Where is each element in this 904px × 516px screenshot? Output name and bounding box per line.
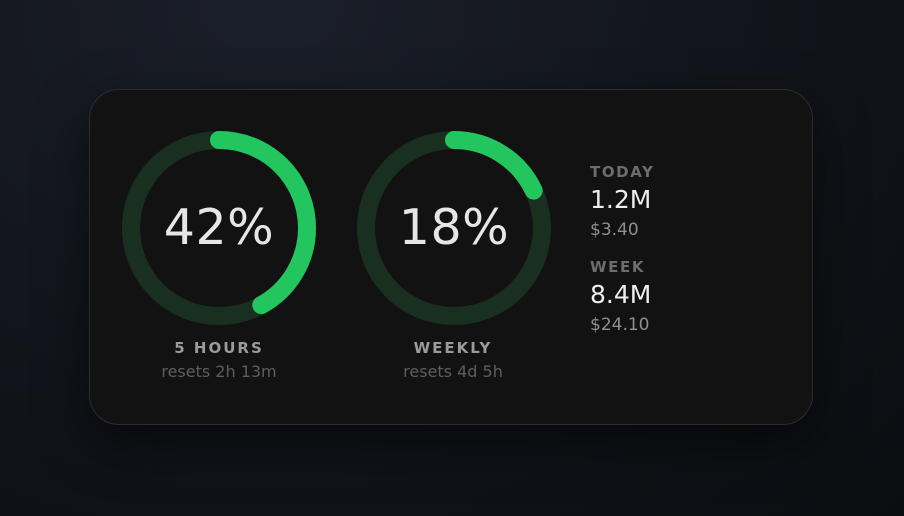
five-hour-caption: 5 HOURS resets 2h 13m	[104, 338, 334, 384]
weekly-percent: 18%	[398, 199, 510, 256]
weekly-ring	[357, 131, 551, 325]
five-hour-gauge: 42%	[121, 130, 317, 326]
week-cost: $24.10	[590, 315, 650, 335]
usage-stats: TODAY 1.2M $3.40 WEEK 8.4M $24.10	[590, 162, 790, 352]
week-label: WEEK	[590, 258, 646, 276]
five-hour-label: 5 HOURS	[174, 339, 264, 357]
weekly-reset-time: resets 4d 5h	[403, 362, 503, 381]
five-hour-ring	[122, 131, 316, 325]
today-tokens: 1.2M	[590, 185, 652, 214]
weekly-caption: WEEKLY resets 4d 5h	[338, 338, 568, 384]
today-stat: TODAY 1.2M $3.40	[590, 162, 790, 242]
five-hour-percent: 42%	[163, 199, 275, 256]
weekly-label: WEEKLY	[413, 339, 493, 357]
week-tokens: 8.4M	[590, 280, 652, 309]
week-stat: WEEK 8.4M $24.10	[590, 257, 790, 337]
today-cost: $3.40	[590, 220, 639, 240]
weekly-ring-progress	[357, 131, 551, 325]
today-label: TODAY	[590, 163, 655, 181]
weekly-gauge: 18%	[356, 130, 552, 326]
five-hour-ring-progress	[122, 131, 316, 325]
five-hour-reset-time: resets 2h 13m	[161, 362, 277, 381]
usage-widget: 42% 5 HOURS resets 2h 13m 18% WEEKLY res…	[89, 89, 813, 425]
